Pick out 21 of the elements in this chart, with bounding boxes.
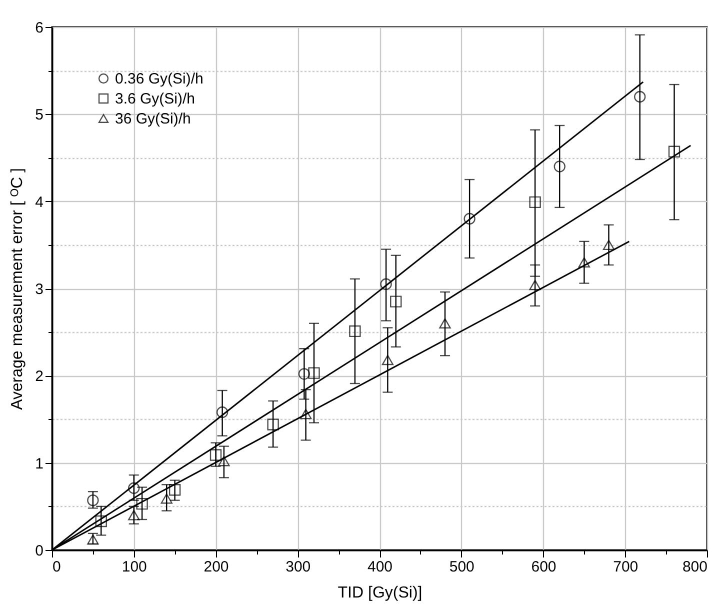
legend-label: 36 Gy(Si)/h bbox=[115, 110, 191, 128]
y-tick-label: 5 bbox=[35, 106, 44, 124]
x-axis-title: TID [Gy(Si)] bbox=[338, 584, 422, 602]
y-tick-label: 4 bbox=[35, 194, 44, 211]
y-tick-label: 0 bbox=[35, 542, 44, 560]
y-tick-label: 6 bbox=[35, 20, 44, 36]
y-tick-label: 3 bbox=[35, 281, 44, 298]
y-axis-title: Average measurement error [ ᴼC ] bbox=[9, 168, 26, 410]
x-tick-label: 200 bbox=[204, 558, 229, 576]
x-tick-label: 500 bbox=[449, 558, 474, 576]
x-tick-label: 600 bbox=[531, 558, 556, 576]
y-tick-label: 1 bbox=[35, 455, 44, 472]
legend-label: 3.6 Gy(Si)/h bbox=[115, 90, 196, 108]
x-tick-label: 300 bbox=[286, 558, 311, 576]
x-tick-label: 800 bbox=[682, 558, 708, 576]
legend-label: 0.36 Gy(Si)/h bbox=[115, 70, 204, 88]
y-tick-label: 2 bbox=[35, 368, 44, 386]
x-tick-label: 100 bbox=[122, 558, 147, 576]
x-tick-label: 700 bbox=[613, 558, 638, 576]
x-tick-label: 0 bbox=[52, 558, 61, 576]
x-tick-label: 400 bbox=[367, 558, 393, 576]
